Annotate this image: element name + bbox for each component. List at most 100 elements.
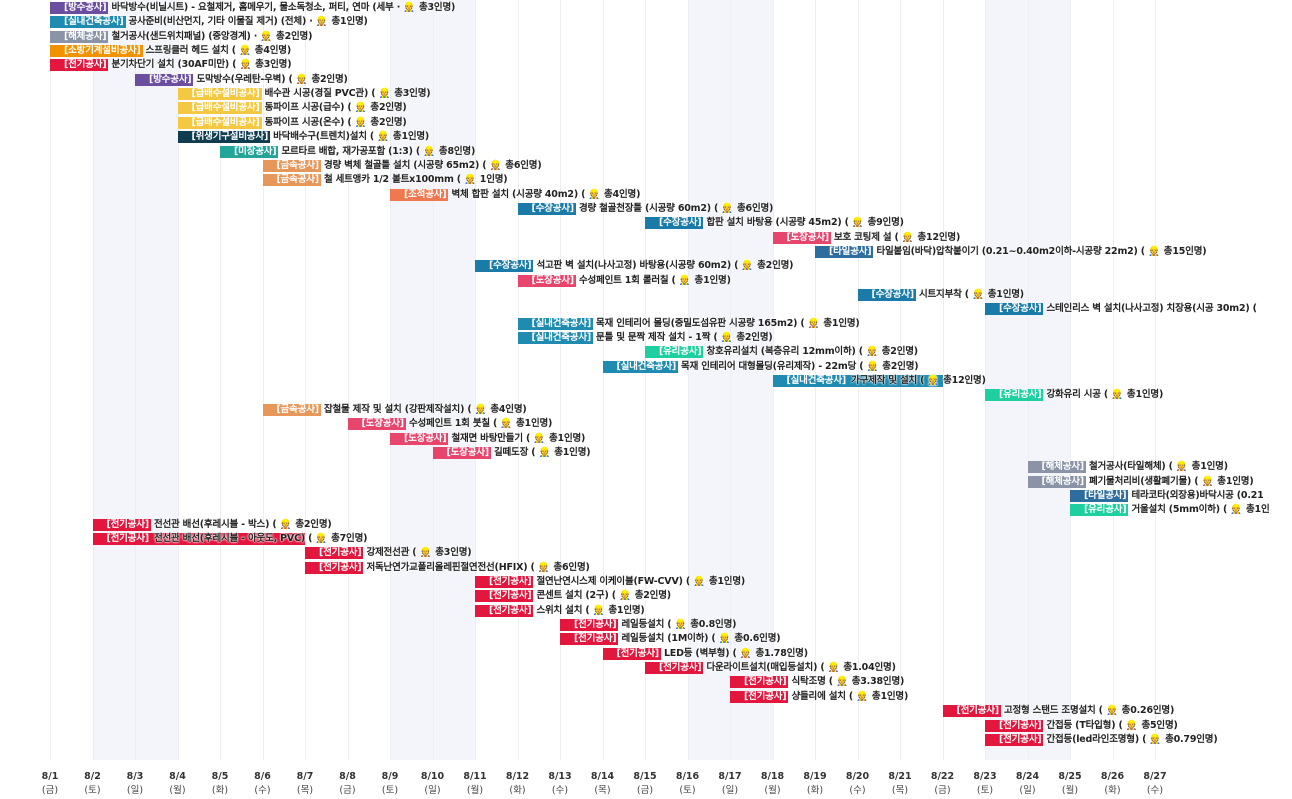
task-row[interactable]: [전기공사] 레일등설치 (1M이하) ( 👷 총0.6인명) (0, 633, 1292, 646)
task-bar[interactable] (475, 260, 488, 273)
task-row[interactable]: [급배수설비공사] 동파이프 시공(온수) ( 👷 총2인명) (0, 116, 1292, 129)
task-bar[interactable] (475, 604, 488, 617)
task-bar[interactable] (177, 116, 191, 129)
task-bar[interactable] (517, 202, 531, 215)
task-row[interactable]: [방수공사] 도막방수(우레탄-우벽) ( 👷 총2인명) (0, 73, 1292, 86)
task-bar[interactable] (1070, 489, 1083, 502)
task-bar[interactable] (517, 274, 531, 287)
task-bar[interactable] (772, 231, 786, 244)
task-row[interactable]: [도장공사] 수성페인트 1회 붓칠 ( 👷 총1인명) (0, 418, 1292, 431)
task-row[interactable]: [소방기계설비공사] 스프링클러 헤드 설치 ( 👷 총4인명) (0, 45, 1292, 58)
task-row[interactable]: [타일공사] 타일붙임(바닥)압착붙이기 (0.21~0.40m2이하-시공량 2… (0, 245, 1292, 258)
task-bar[interactable] (262, 403, 276, 416)
task-row[interactable]: [실내건축공사] 가구제작 및 설치 ( 👷 총12인명) (0, 375, 1292, 388)
task-bar[interactable] (602, 647, 616, 660)
task-bar[interactable] (177, 102, 191, 115)
task-bar[interactable] (985, 389, 998, 402)
task-row[interactable]: [전기공사] 스위치 설치 ( 👷 총1인명) (0, 604, 1292, 617)
task-bar[interactable] (262, 174, 276, 187)
task-row[interactable]: [금속공사] 잡철물 제작 및 설치 (강판제작설치) ( 👷 총4인명) (0, 403, 1292, 416)
task-bar[interactable] (475, 590, 488, 603)
task-row[interactable]: [전기공사] 다운라이트설치(매입등설치) ( 👷 총1.04인명) (0, 662, 1292, 675)
task-row[interactable]: [전기공사] 레일등설치 ( 👷 총0.8인명) (0, 619, 1292, 632)
task-bar[interactable] (390, 432, 403, 445)
task-row[interactable]: [유리공사] 창호유리설치 (복층유리 12mm이하) ( 👷 총2인명) (0, 346, 1292, 359)
task-row[interactable]: [실내건축공사] 문틀 및 문짝 제작 설치 - 1짝 ( 👷 총2인명) (0, 332, 1292, 345)
task-bar[interactable] (857, 289, 871, 301)
task-row[interactable]: [도장공사] 보호 코팅제 설 ( 👷 총12인명) (0, 231, 1292, 244)
task-bar[interactable] (347, 418, 361, 431)
task-bar[interactable] (305, 561, 318, 574)
task-row[interactable]: [해체공사] 철거공사(샌드위치패널) (중앙경계) · 👷 총2인명) (0, 30, 1292, 43)
task-row[interactable]: [유리공사] 거울설치 (5mm이하) ( 👷 총1인 (0, 504, 1292, 517)
task-bar[interactable] (262, 159, 276, 172)
task-bar[interactable] (560, 633, 573, 646)
task-bar[interactable] (985, 719, 998, 732)
task-row[interactable]: [급배수설비공사] 배수관 시공(경질 PVC관) ( 👷 총3인명) (0, 88, 1292, 101)
task-bar[interactable] (985, 303, 998, 316)
task-bar[interactable] (517, 332, 531, 345)
task-bar[interactable] (730, 690, 743, 703)
task-bar[interactable] (50, 30, 63, 43)
task-row[interactable]: [실내건축공사] 목재 인테리어 몰딩(중밀도섬유판 시공량 165m2) ( 👷… (0, 317, 1292, 330)
task-row[interactable]: [전기공사] 고정형 스탠드 조명설치 ( 👷 총0.26인명) (0, 705, 1292, 718)
task-row[interactable]: [위생기구설비공사] 바닥배수구(트렌치)설치 ( 👷 총1인명) (0, 131, 1292, 144)
task-row[interactable]: [해체공사] 폐기물처리비(생활폐기물) ( 👷 총1인명) (0, 475, 1292, 488)
task-row[interactable]: [전기공사] 간접등(led라인조명형) ( 👷 총0.79인명) (0, 733, 1292, 746)
task-row[interactable]: [전기공사] 강제전선관 ( 👷 총3인명) (0, 547, 1292, 560)
task-bar[interactable] (645, 662, 658, 675)
task-row[interactable]: [해체공사] 철거공사(타일해체) ( 👷 총1인명) (0, 461, 1292, 474)
task-bar[interactable] (177, 131, 191, 144)
task-row[interactable]: [유리공사] 강화유리 시공 ( 👷 총1인명) (0, 389, 1292, 402)
task-bar[interactable] (432, 446, 446, 459)
task-bar[interactable] (602, 360, 616, 373)
task-bar[interactable] (50, 45, 63, 58)
task-row[interactable]: [전기공사] LED등 (벽부형) ( 👷 총1.78인명) (0, 647, 1292, 660)
task-row[interactable]: [전기공사] 절연난연시스제 이케이블(FW-CVV) ( 👷 총1인명) (0, 576, 1292, 588)
task-bar[interactable] (1027, 461, 1041, 474)
task-row[interactable]: [전기공사] 샹들리에 설치 ( 👷 총1인명) (0, 690, 1292, 703)
task-bar[interactable] (985, 733, 998, 746)
task-row[interactable]: [급배수설비공사] 동파이프 시공(급수) ( 👷 총2인명) (0, 102, 1292, 115)
task-bar[interactable] (92, 518, 106, 531)
task-bar[interactable] (560, 619, 573, 632)
task-row[interactable]: [조적공사] 벽체 합판 설치 (시공량 40m2) ( 👷 총4인명) (0, 188, 1292, 201)
task-bar[interactable] (517, 317, 531, 330)
task-row[interactable]: [전기공사] 전선관 배선(후레시블 - 박스) ( 👷 총2인명) (0, 518, 1292, 531)
task-row[interactable]: [전기공사] 식탁조명 ( 👷 총3.38인명) (0, 676, 1292, 689)
task-row[interactable]: [실내건축공사] 목재 인테리어 대형몰딩(유리제작) - 22m당 ( 👷 총2… (0, 360, 1292, 373)
task-row[interactable]: [전기공사] 분기차단기 설치 (30AF미만) ( 👷 총3인명) (0, 59, 1292, 72)
task-row[interactable]: [타일공사] 테라코타(외장용)바닥시공 (0.21 (0, 489, 1292, 502)
task-row[interactable]: [수장공사] 경량 철골천장틀 (시공량 60m2) ( 👷 총6인명) (0, 202, 1292, 215)
task-row[interactable]: [수장공사] 스테인리스 벽 설치(나사고정) 치장용(시공 30m2) ( (0, 303, 1292, 316)
task-bar[interactable] (730, 676, 743, 689)
task-bar[interactable] (220, 145, 233, 158)
task-row[interactable]: [실내건축공사] 공사준비(비산먼지, 기타 이물질 제거) (전체) · 👷 총… (0, 16, 1292, 29)
task-row[interactable]: [금속공사] 경량 벽체 철골틀 설치 (시공량 65m2) ( 👷 총6인명) (0, 159, 1292, 172)
task-row[interactable]: [금속공사] 철 세트앵카 1/2 볼트x100mm ( 👷 1인명) (0, 174, 1292, 187)
task-bar[interactable] (1027, 475, 1041, 488)
task-bar[interactable] (815, 245, 828, 258)
task-row[interactable]: [도장공사] 수성페인트 1회 롤러칠 ( 👷 총1인명) (0, 274, 1292, 287)
task-row[interactable]: [전기공사] 콘센트 설치 (2구) ( 👷 총2인명) (0, 590, 1292, 603)
task-bar[interactable] (50, 2, 63, 14)
task-bar[interactable] (475, 576, 488, 588)
task-row[interactable]: [전기공사] 간접등 (T타입형) ( 👷 총5인명) (0, 719, 1292, 732)
task-row[interactable]: [수장공사] 시트지부착 ( 👷 총1인명) (0, 289, 1292, 301)
task-row[interactable]: [전기공사] 저독난연가교폴리올레핀절연전선(HFIX) ( 👷 총6인명) (0, 561, 1292, 574)
task-bar[interactable] (942, 705, 956, 718)
task-bar[interactable] (50, 59, 63, 72)
task-row[interactable]: [수장공사] 합판 설치 바탕용 (시공량 45m2) ( 👷 총9인명) (0, 217, 1292, 230)
task-bar[interactable] (177, 88, 191, 101)
task-row[interactable]: [도장공사] 길떼도장 ( 👷 총1인명) (0, 446, 1292, 459)
task-bar[interactable] (1070, 504, 1083, 517)
task-row[interactable]: [수장공사] 석고판 벽 설치(나사고정) 바탕용(시공량 60m2) ( 👷 총… (0, 260, 1292, 273)
task-row[interactable]: [전기공사] 전선관 배선(후레시블 - 아웃도, PVC) ( 👷 총7인명) (0, 532, 1292, 545)
task-bar[interactable] (305, 547, 318, 560)
task-row[interactable]: [미장공사] 모르타르 배합, 재가공포함 (1:3) ( 👷 총8인명) (0, 145, 1292, 158)
task-row[interactable]: [도장공사] 철재면 바탕만들기 ( 👷 총1인명) (0, 432, 1292, 445)
task-bar[interactable] (645, 346, 658, 359)
task-bar[interactable] (50, 16, 63, 29)
task-row[interactable]: [방수공사] 바닥방수(비닐시트) - 요철제거, 홈메우기, 물소독청소, 퍼티… (0, 2, 1292, 14)
task-bar[interactable] (135, 73, 148, 86)
